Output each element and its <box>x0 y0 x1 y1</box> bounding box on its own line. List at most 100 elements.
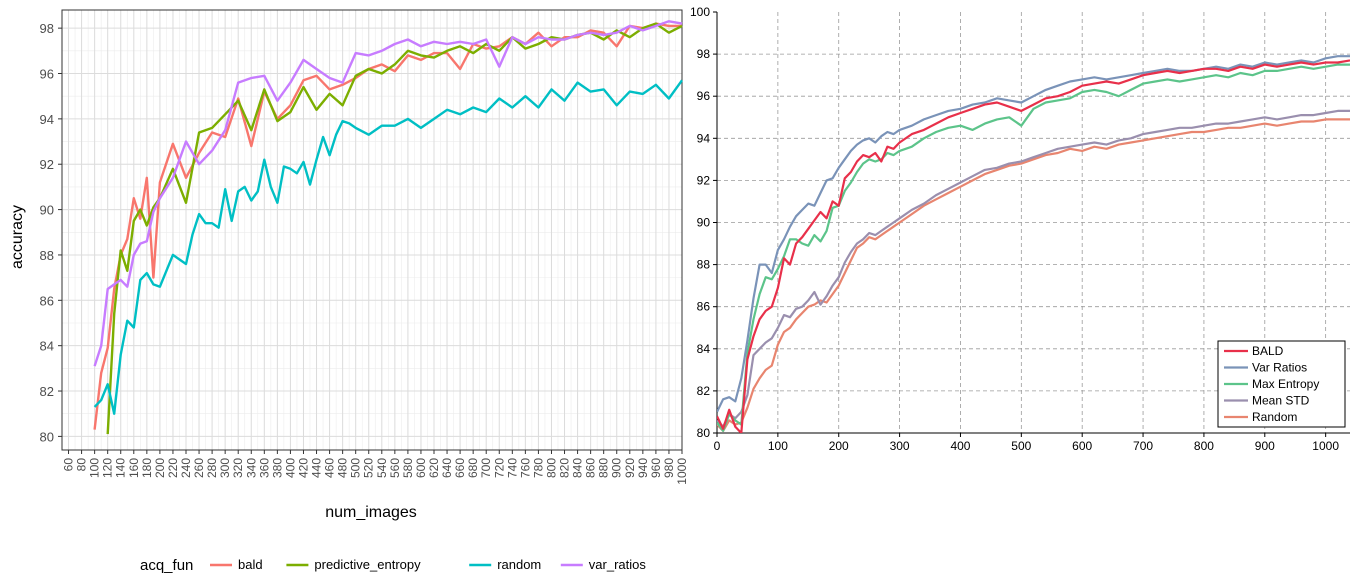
left-x-tick-label: 500 <box>349 458 363 478</box>
left-y-tick-label: 92 <box>40 157 54 172</box>
right-legend-label: Var Ratios <box>1252 361 1307 375</box>
left-y-tick-label: 84 <box>40 339 54 354</box>
right-x-tick-label: 1000 <box>1312 439 1339 453</box>
right-x-tick-label: 900 <box>1255 439 1275 453</box>
right-x-tick-label: 0 <box>714 439 721 453</box>
left-x-tick-label: 900 <box>610 458 624 478</box>
left-x-tick-label: 400 <box>283 458 297 478</box>
left-x-tick-label: 720 <box>492 458 506 478</box>
right-series-line-mean-std <box>717 109 1350 428</box>
right-x-tick-label: 500 <box>1011 439 1031 453</box>
left-x-tick-label: 440 <box>310 458 324 478</box>
left-x-tick-label: 680 <box>466 458 480 478</box>
right-legend: BALD Var Ratios Max Entropy Mean STD Random <box>1217 340 1346 428</box>
left-x-axis-label: num_images <box>325 504 417 521</box>
right-x-tick-label: 200 <box>829 439 849 453</box>
left-x-tick-label: 560 <box>388 458 402 478</box>
left-x-tick-label: 280 <box>205 458 219 478</box>
right-x-tick-label: 800 <box>1194 439 1214 453</box>
left-x-tick-label: 760 <box>518 458 532 478</box>
right-series-line-bald <box>717 59 1350 433</box>
left-plot-panel <box>61 9 683 451</box>
left-x-tick-label: 640 <box>440 458 454 478</box>
left-x-tick-label: 100 <box>88 458 102 478</box>
left-x-tick-label: 60 <box>62 458 76 472</box>
left-x-tick-label: 260 <box>192 458 206 478</box>
left-y-axis-label: accuracy <box>9 205 26 269</box>
right-y-tick-label: 84 <box>697 342 711 356</box>
right-x-tick-label: 100 <box>768 439 788 453</box>
left-x-tick-label: 80 <box>75 458 89 472</box>
left-x-tick-label: 420 <box>296 458 310 478</box>
right-series-line-var-ratios <box>717 55 1350 413</box>
left-x-tick-label: 460 <box>323 458 337 478</box>
right-y-tick-label: 94 <box>697 131 711 145</box>
right-x-tick-label: 300 <box>890 439 910 453</box>
left-x-tick-label: 960 <box>649 458 663 478</box>
left-x-tick-label: 880 <box>597 458 611 478</box>
right-series-line-random <box>717 118 1350 432</box>
left-x-tick-label: 980 <box>662 458 676 478</box>
left-x-tick-label: 140 <box>114 458 128 478</box>
left-x-tick-label: 700 <box>479 458 493 478</box>
left-x-tick-label: 600 <box>414 458 428 478</box>
right-x-tick-label: 400 <box>950 439 970 453</box>
right-legend-label: Mean STD <box>1252 394 1310 408</box>
left-x-tick-label: 340 <box>244 458 258 478</box>
left-x-tick-label: 320 <box>231 458 245 478</box>
left-y-tick-label: 86 <box>40 293 54 308</box>
right-y-tick-label: 90 <box>697 216 711 230</box>
right-y-tick-label: 96 <box>697 89 711 103</box>
right-y-tick-label: 80 <box>697 426 711 440</box>
left-x-tick-label: 120 <box>101 458 115 478</box>
left-y-tick-label: 82 <box>40 384 54 399</box>
right-x-tick-label: 600 <box>1072 439 1092 453</box>
right-y-tick-label: 98 <box>697 47 711 61</box>
left-series-line-random <box>93 79 683 415</box>
left-x-tick-label: 360 <box>257 458 271 478</box>
left-x-tick-label: 220 <box>166 458 180 478</box>
right-legend-label: BALD <box>1252 344 1284 358</box>
left-legend-label: predictive_entropy <box>314 557 421 572</box>
left-y-tick-label: 90 <box>40 203 54 218</box>
left-y-tick-label: 80 <box>40 429 54 444</box>
left-x-tick-label: 520 <box>362 458 376 478</box>
right-y-tick-label: 88 <box>697 258 711 272</box>
right-series-line-max-entropy <box>717 63 1350 432</box>
right-y-tick-label: 100 <box>690 5 710 19</box>
left-x-tick-label: 820 <box>558 458 572 478</box>
left-x-tick-label: 800 <box>544 458 558 478</box>
left-x-tick-label: 480 <box>336 458 350 478</box>
left-series-line-var-ratios <box>93 20 683 367</box>
left-y-tick-label: 96 <box>40 67 54 82</box>
left-x-tick-label: 780 <box>531 458 545 478</box>
left-x-tick-label: 180 <box>140 458 154 478</box>
left-legend-label: random <box>497 557 541 572</box>
right-y-tick-label: 92 <box>697 173 711 187</box>
left-legend: acq_fun bald predictive_entropy random var_r… <box>140 557 646 574</box>
right-x-tick-label: 700 <box>1133 439 1153 453</box>
left-x-tick-label: 620 <box>427 458 441 478</box>
left-x-tick-label: 300 <box>218 458 232 478</box>
left-x-tick-label: 940 <box>636 458 650 478</box>
left-x-tick-label: 540 <box>375 458 389 478</box>
left-x-tick-label: 860 <box>584 458 598 478</box>
left-legend-label: bald <box>238 557 263 572</box>
left-legend-title: acq_fun <box>140 557 193 574</box>
left-x-tick-label: 740 <box>505 458 519 478</box>
left-x-tick-label: 920 <box>623 458 637 478</box>
right-legend-label: Max Entropy <box>1252 377 1319 391</box>
left-x-tick-label: 840 <box>571 458 585 478</box>
right-y-tick-label: 86 <box>697 300 711 314</box>
left-y-tick-label: 98 <box>40 21 54 36</box>
right-chart-acquisition-comparison: 0 100 200 300 400 500 600 700 800 900 1000 80 82 84 86… <box>690 5 1350 453</box>
right-y-tick-label: 82 <box>697 384 711 398</box>
left-x-tick-label: 240 <box>179 458 193 478</box>
left-y-tick-label: 88 <box>40 248 54 263</box>
left-x-tick-label: 580 <box>401 458 415 478</box>
right-legend-label: Random <box>1252 410 1297 424</box>
left-x-tick-label: 1000 <box>675 458 689 485</box>
left-legend-label: var_ratios <box>589 557 647 572</box>
